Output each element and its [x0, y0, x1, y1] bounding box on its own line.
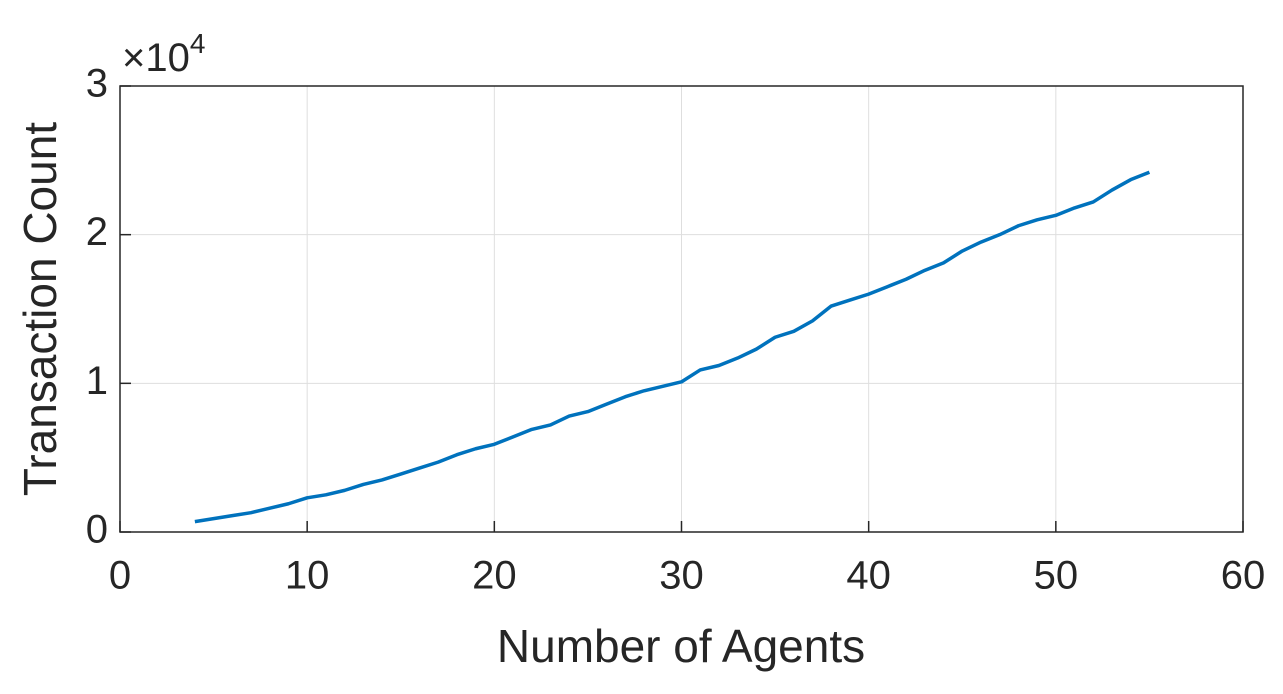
- x-tick-label: 10: [285, 554, 330, 598]
- x-tick-label: 50: [1034, 554, 1079, 598]
- plot-frame: [119, 85, 1244, 533]
- y-scale-label: ×104: [122, 28, 205, 79]
- y-tick-label: 1: [86, 359, 108, 403]
- data-line: [194, 170, 1151, 524]
- y-scale-base: ×10: [122, 36, 190, 80]
- y-scale-exponent: 4: [190, 28, 206, 59]
- x-tick-label: 20: [472, 554, 517, 598]
- y-tick-label: 3: [86, 62, 108, 106]
- y-tick-label: 2: [86, 210, 108, 254]
- x-tick-label: 40: [846, 554, 891, 598]
- x-tick-label: 0: [109, 554, 131, 598]
- x-tick-label: 30: [659, 554, 704, 598]
- y-axis-label: Transaction Count: [14, 122, 66, 496]
- y-tick-label: 0: [86, 508, 108, 552]
- x-axis-label: Number of Agents: [497, 620, 865, 672]
- x-tick-label: 60: [1221, 554, 1266, 598]
